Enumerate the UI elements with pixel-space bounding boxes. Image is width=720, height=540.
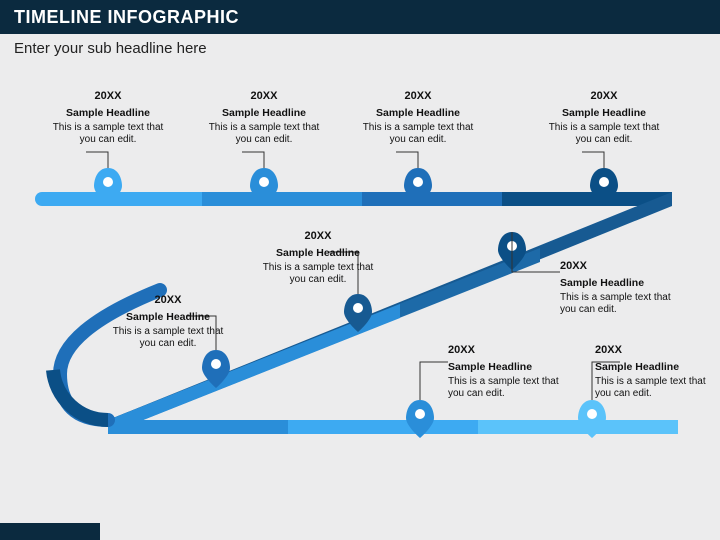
milestone-headline: Sample Headline <box>544 107 664 120</box>
milestone-headline: Sample Headline <box>595 361 715 374</box>
milestone-body: This is a sample text that you can edit. <box>258 262 378 287</box>
milestone-5: 20XX Sample Headline This is a sample te… <box>560 260 680 317</box>
milestone-headline: Sample Headline <box>560 277 680 290</box>
milestone-1: 20XX Sample Headline This is a sample te… <box>48 90 168 147</box>
milestone-4: 20XX Sample Headline This is a sample te… <box>544 90 664 147</box>
milestone-body: This is a sample text that you can edit. <box>544 122 664 147</box>
milestone-headline: Sample Headline <box>448 361 568 374</box>
milestone-headline: Sample Headline <box>258 247 378 260</box>
milestone-body: This is a sample text that you can edit. <box>358 122 478 147</box>
milestone-year: 20XX <box>258 230 378 244</box>
milestone-6: 20XX Sample Headline This is a sample te… <box>258 230 378 287</box>
milestone-7: 20XX Sample Headline This is a sample te… <box>108 294 228 351</box>
milestone-body: This is a sample text that you can edit. <box>48 122 168 147</box>
milestone-9: 20XX Sample Headline This is a sample te… <box>595 344 715 401</box>
milestone-year: 20XX <box>108 294 228 308</box>
milestone-year: 20XX <box>595 344 715 358</box>
milestone-body: This is a sample text that you can edit. <box>204 122 324 147</box>
milestone-headline: Sample Headline <box>358 107 478 120</box>
milestone-8: 20XX Sample Headline This is a sample te… <box>448 344 568 401</box>
milestone-headline: Sample Headline <box>204 107 324 120</box>
milestone-year: 20XX <box>560 260 680 274</box>
milestone-2: 20XX Sample Headline This is a sample te… <box>204 90 324 147</box>
slide: TIMELINE INFOGRAPHIC Enter your sub head… <box>0 0 720 540</box>
milestone-3: 20XX Sample Headline This is a sample te… <box>358 90 478 147</box>
milestone-year: 20XX <box>544 90 664 104</box>
milestone-year: 20XX <box>48 90 168 104</box>
milestone-headline: Sample Headline <box>108 311 228 324</box>
milestone-year: 20XX <box>358 90 478 104</box>
milestone-body: This is a sample text that you can edit. <box>108 326 228 351</box>
milestone-body: This is a sample text that you can edit. <box>560 292 680 317</box>
milestone-year: 20XX <box>448 344 568 358</box>
milestone-year: 20XX <box>204 90 324 104</box>
milestone-headline: Sample Headline <box>48 107 168 120</box>
milestone-body: This is a sample text that you can edit. <box>595 376 715 401</box>
milestone-body: This is a sample text that you can edit. <box>448 376 568 401</box>
